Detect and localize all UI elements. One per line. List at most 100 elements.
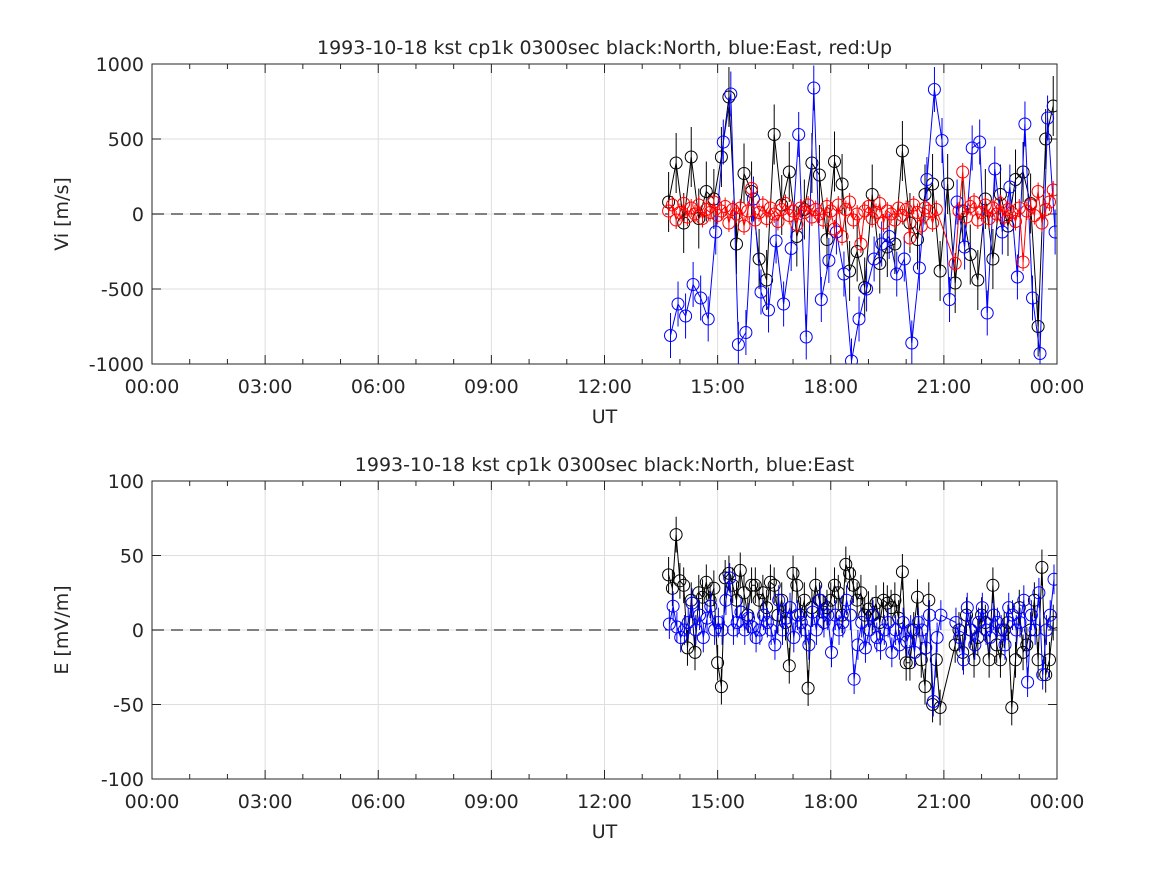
electric-field-data-point <box>776 623 789 637</box>
velocity-data-point <box>971 213 985 227</box>
electric-field-data-point <box>987 608 1001 622</box>
velocity-data-point <box>748 213 762 227</box>
velocity-data-point <box>767 207 781 221</box>
velocity-data-point <box>665 198 679 212</box>
electric-field-data-point <box>851 638 865 652</box>
velocity-data-point <box>737 167 751 180</box>
electric-field-data-point <box>681 641 694 655</box>
electric-field-data-point <box>831 586 845 600</box>
electric-field-data-point <box>854 586 868 600</box>
velocity-data-point <box>1016 255 1030 269</box>
electric-field-data-point <box>858 641 872 655</box>
velocity-axes-box <box>151 63 1058 365</box>
velocity-data-point <box>973 135 987 149</box>
velocity-y-tick-label: -1000 <box>89 354 144 376</box>
electric-field-data-point <box>840 593 854 607</box>
electric-field-data-point <box>907 623 921 637</box>
velocity-data-point <box>918 201 932 215</box>
electric-field-data-point <box>1028 623 1042 637</box>
electric-field-data-point <box>711 656 725 670</box>
electric-field-data-point <box>982 653 996 667</box>
velocity-data-point <box>997 210 1011 224</box>
velocity-x-tick-label: 15:00 <box>690 376 745 398</box>
electric-field-data-point <box>726 578 740 592</box>
electric-field-data-point <box>707 581 721 595</box>
electric-field-data-point <box>752 593 766 607</box>
electric-field-data-point <box>885 645 899 659</box>
velocity-data-point <box>692 198 706 212</box>
electric-field-data-point <box>855 616 869 629</box>
electric-field-data-point <box>689 623 703 637</box>
electric-field-data-point <box>960 601 974 615</box>
velocity-data-point <box>854 237 868 251</box>
velocity-data-point <box>852 312 866 326</box>
velocity-data-point <box>1033 347 1047 360</box>
electric-field-data-point <box>918 680 932 694</box>
velocity-data-point <box>711 209 725 222</box>
velocity-data-point <box>929 203 943 216</box>
velocity-data-point <box>1010 270 1024 284</box>
velocity-x-tick-label: 00:00 <box>1030 376 1085 398</box>
electric-field-data-point <box>880 596 894 610</box>
electric-field-data-point <box>956 645 970 659</box>
velocity-data-point <box>858 204 872 218</box>
electric-field-data-point <box>850 593 864 607</box>
velocity-data-point <box>709 225 723 239</box>
electric-field-data-point <box>730 593 743 607</box>
velocity-data-point <box>1041 111 1055 125</box>
velocity-x-tick-label: 06:00 <box>351 376 406 398</box>
velocity-data-point <box>681 210 694 224</box>
velocity-data-point <box>922 204 936 218</box>
electric-field-data-point <box>957 653 970 667</box>
velocity-data-point <box>679 309 693 323</box>
electric-field-y-tick-label: 100 <box>108 471 144 493</box>
electric-field-data-point <box>714 680 728 694</box>
electric-field-data-point <box>975 601 989 615</box>
electric-field-data-point <box>983 631 997 644</box>
electric-field-data-point <box>895 565 909 579</box>
velocity-data-point <box>730 237 743 251</box>
electric-field-series-1 <box>662 562 1057 717</box>
electric-field-data-point <box>681 616 695 629</box>
electric-field-data-point <box>1002 601 1016 615</box>
velocity-data-point <box>756 198 770 212</box>
velocity-data-point <box>739 326 753 339</box>
electric-field-data-point <box>825 645 838 659</box>
electric-field-data-point <box>930 631 944 644</box>
velocity-data-point <box>888 213 902 227</box>
electric-field-data-point <box>700 611 714 625</box>
electric-field-data-point <box>1032 586 1046 600</box>
velocity-x-axis-label: UT <box>592 406 618 428</box>
velocity-data-point <box>699 185 713 198</box>
velocity-data-point <box>920 173 934 186</box>
velocity-data-point <box>933 264 947 278</box>
velocity-y-tick-label: 500 <box>108 129 144 151</box>
electric-field-data-point <box>899 656 913 670</box>
electric-field-data-point <box>953 631 967 644</box>
velocity-data-point <box>835 177 849 191</box>
velocity-data-point <box>677 197 691 210</box>
electric-field-series-0 <box>662 516 1057 726</box>
electric-field-data-point <box>869 596 883 610</box>
velocity-data-point <box>686 278 700 291</box>
electric-field-data-point <box>688 645 702 659</box>
velocity-data-point <box>986 252 1000 266</box>
velocity-data-point <box>963 200 977 213</box>
electric-field-y-tick-label: 0 <box>132 620 144 642</box>
electric-field-data-point <box>874 638 887 652</box>
electric-field-data-point <box>967 653 981 667</box>
velocity-data-point <box>828 155 841 168</box>
electric-field-data-point <box>782 659 796 673</box>
electric-field-data-point <box>979 623 993 637</box>
velocity-chart-title: 1993-10-18 kst cp1k 0300sec black:North,… <box>317 37 892 59</box>
velocity-data-point <box>699 203 713 216</box>
velocity-data-point <box>978 198 992 212</box>
velocity-data-point <box>1018 117 1032 131</box>
velocity-data-point <box>688 207 702 221</box>
electric-field-data-point <box>768 638 782 652</box>
electric-field-data-point <box>738 623 752 637</box>
velocity-data-point <box>664 329 677 342</box>
electric-field-data-point <box>1046 616 1057 629</box>
velocity-data-point <box>769 234 783 248</box>
electric-field-data-point <box>727 623 740 637</box>
